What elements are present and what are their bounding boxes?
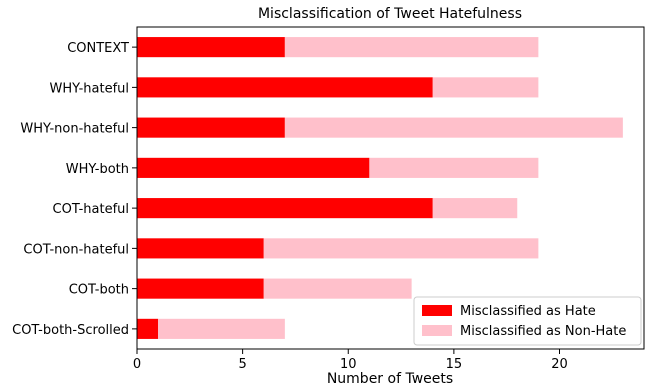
legend-label-1: Misclassified as Non-Hate	[460, 324, 626, 339]
bar-cot-both-series-1	[263, 278, 412, 299]
plot-frame	[136, 26, 645, 350]
y-tick-label: WHY-both	[66, 162, 129, 177]
bar-cot-hateful-series-1	[432, 198, 518, 219]
x-axis: 0 5 10 15 20	[133, 349, 568, 372]
bar-cot-non-hateful-series-1	[263, 238, 539, 259]
x-tick-label: 0	[133, 357, 141, 372]
y-tick-label: WHY-hateful	[50, 81, 129, 96]
x-axis-label: Number of Tweets	[327, 371, 453, 384]
bar-why-both-series-1	[369, 157, 539, 178]
bar-cot-non-hateful-series-0	[137, 238, 264, 259]
legend-swatch-0	[422, 305, 452, 316]
bar-context-series-1	[284, 37, 539, 58]
bars-group	[137, 37, 623, 339]
bar-context-series-0	[137, 37, 285, 58]
bar-cot-hateful-series-0	[137, 198, 433, 219]
y-tick-label: CONTEXT	[67, 41, 129, 56]
y-tick-label: COT-both-Scrolled	[12, 323, 129, 338]
bar-cot-both-scrolled-series-0	[137, 318, 159, 339]
y-tick-label: COT-non-hateful	[23, 242, 129, 257]
chart-title: Misclassification of Tweet Hatefulness	[258, 6, 522, 22]
y-axis: CONTEXT WHY-hateful WHY-non-hateful WHY-bot…	[12, 41, 137, 338]
bar-why-non-hateful-series-1	[284, 117, 623, 138]
legend: Misclassified as Hate Misclassified as No…	[413, 296, 642, 346]
bar-why-hateful-series-0	[137, 77, 433, 98]
legend-swatch-1	[422, 325, 452, 336]
bar-cot-both-scrolled-series-1	[158, 318, 285, 339]
y-tick-label: COT-hateful	[53, 202, 129, 217]
x-tick-label: 20	[551, 357, 568, 372]
bar-why-non-hateful-series-0	[137, 117, 285, 138]
y-tick-label: COT-both	[69, 283, 129, 298]
y-tick-label: WHY-non-hateful	[20, 122, 129, 137]
x-tick-label: 5	[238, 357, 246, 372]
bar-why-hateful-series-1	[432, 77, 539, 98]
x-tick-label: 10	[340, 357, 357, 372]
x-tick-label: 15	[446, 357, 463, 372]
bar-why-both-series-0	[137, 157, 370, 178]
legend-label-0: Misclassified as Hate	[460, 304, 596, 319]
legend-box	[413, 296, 642, 346]
bar-cot-both-series-0	[137, 278, 264, 299]
